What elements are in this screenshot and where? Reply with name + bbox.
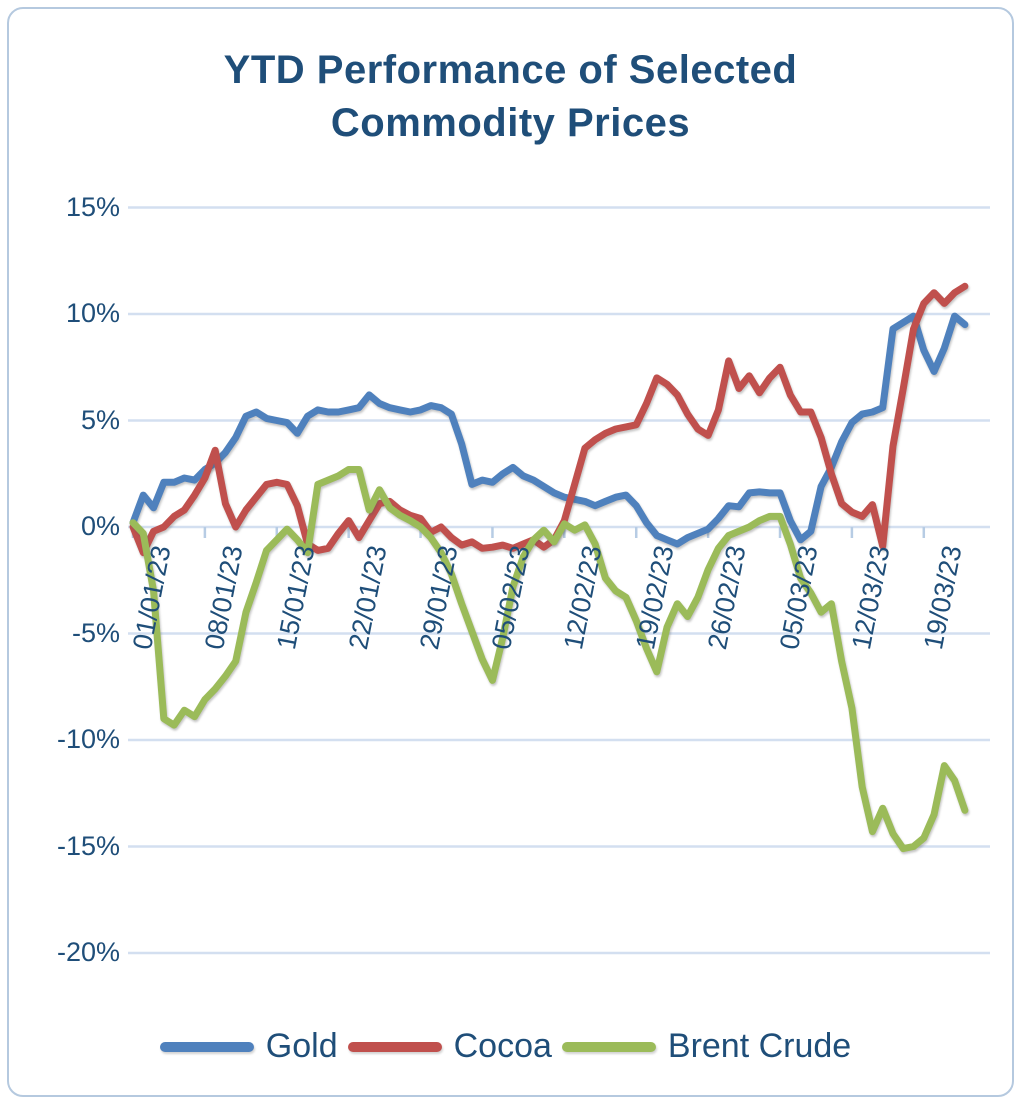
y-tick-label: -5% [71,617,120,648]
legend-label: Cocoa [453,1027,552,1065]
y-tick-label: -20% [56,937,120,967]
legend-item-brent-crude: Brent Crude [561,1027,861,1066]
legend-item-gold: Gold [159,1027,348,1066]
y-tick-label: -15% [56,830,120,861]
legend-label: Gold [265,1027,338,1065]
y-tick-label: 0% [80,511,120,541]
y-tick-label: 5% [80,404,120,435]
series-line-brent-crude [129,466,969,853]
series-line-gold [129,312,969,548]
legend-swatch [561,1041,656,1052]
chart-title-line-2: Commodity Prices [330,100,691,145]
y-tick-label: -10% [56,724,120,754]
legend-swatch [159,1041,254,1052]
chart-title: YTD Performance of Selected Commodity Pr… [0,44,1021,150]
y-tick-label: 10% [65,298,120,328]
y-tick-label: 15% [65,191,120,222]
legend: Gold Cocoa Brent Crude [0,1027,1021,1066]
legend-item-cocoa: Cocoa [347,1027,562,1066]
chart-title-line-1: YTD Performance of Selected [223,48,798,92]
legend-swatch [347,1041,442,1052]
legend-label: Brent Crude [667,1027,852,1065]
series-line-cocoa [129,282,969,557]
